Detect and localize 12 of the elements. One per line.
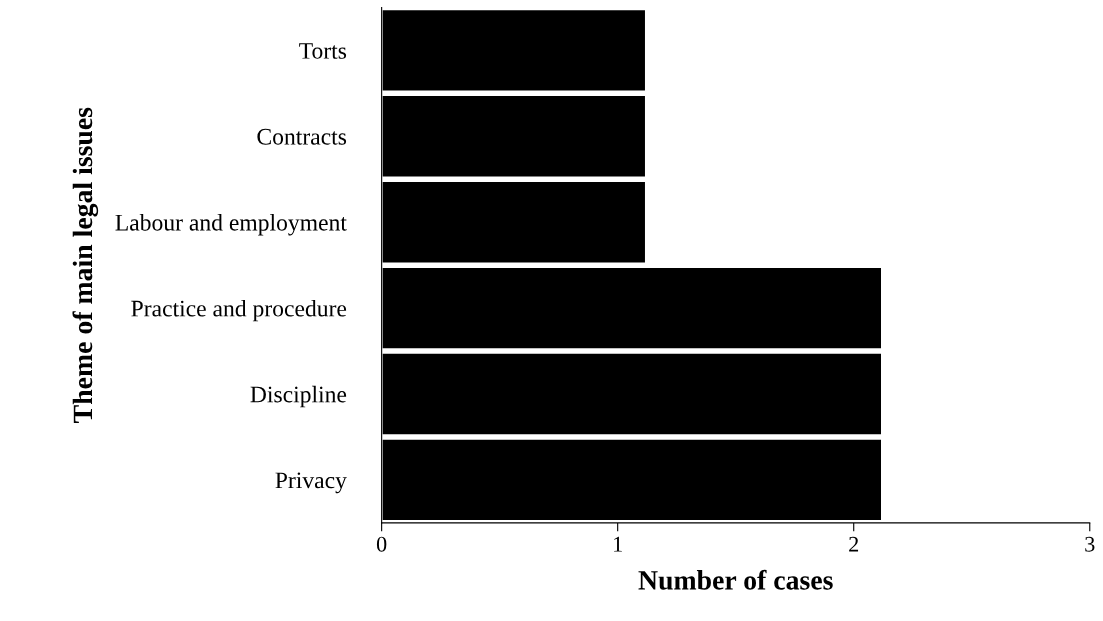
y-tick-label: Practice and procedure <box>131 299 347 322</box>
x-axis-title: Number of cases <box>638 569 833 590</box>
y-tick-label: Discipline <box>250 385 347 408</box>
y-tick-label: Torts <box>299 43 347 59</box>
x-tick-label: 3 <box>1085 536 1095 552</box>
y-tick-label: Contracts <box>257 128 347 145</box>
y-axis-title: Theme of main legal issues <box>72 107 99 423</box>
x-tick-label: 1 <box>614 536 622 552</box>
y-tick-label: Labour and employment <box>115 214 347 236</box>
y-tick-label: Privacy <box>275 472 347 494</box>
x-tick-label: 2 <box>849 536 859 552</box>
x-tick-label: 0 <box>376 536 387 552</box>
